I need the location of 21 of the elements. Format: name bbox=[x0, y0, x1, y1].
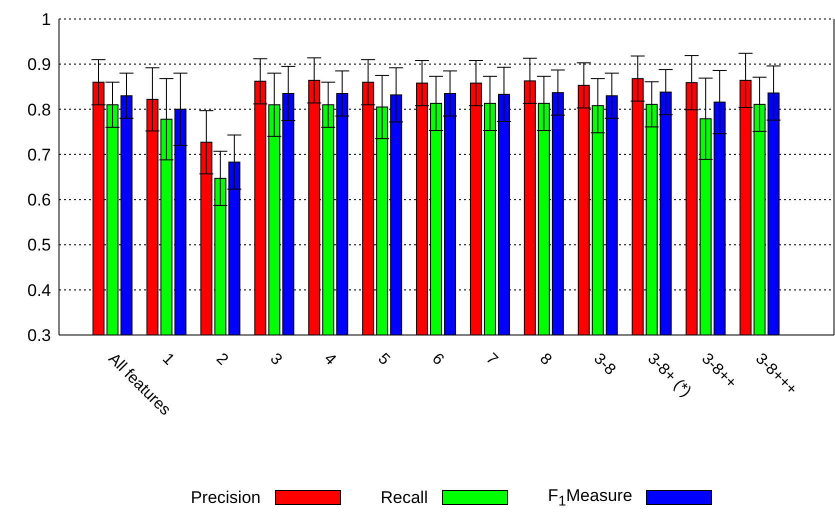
x-tick-label: 6 bbox=[428, 350, 447, 369]
x-tick-label: 3 bbox=[266, 350, 286, 369]
y-tick-label: 0.8 bbox=[27, 100, 51, 120]
legend-label: Precision bbox=[190, 488, 261, 508]
y-tick-label: 0.9 bbox=[27, 55, 51, 74]
x-tick-label: 7 bbox=[482, 350, 501, 369]
legend-label: F$_{1}$Measure bbox=[548, 486, 632, 510]
x-tick-label: 1 bbox=[158, 350, 178, 369]
x-tick-label: 8 bbox=[536, 350, 555, 369]
y-tick-label: 0.3 bbox=[27, 326, 51, 346]
x-tick-label: 4 bbox=[320, 350, 340, 369]
y-tick-label: 0.7 bbox=[27, 145, 51, 164]
y-tick-label: 0.5 bbox=[27, 236, 51, 255]
y-tick-label: 0.6 bbox=[27, 190, 51, 210]
legend-label: Recall bbox=[380, 488, 428, 508]
x-tick-label: 3-8 bbox=[590, 350, 619, 379]
x-tick-label: 2 bbox=[212, 350, 232, 369]
x-tick-label: 5 bbox=[374, 350, 393, 369]
y-tick-label: 1 bbox=[42, 10, 51, 30]
x-tick-label: 3-8+ (*) bbox=[644, 350, 694, 400]
y-tick-label: 0.4 bbox=[27, 280, 51, 300]
